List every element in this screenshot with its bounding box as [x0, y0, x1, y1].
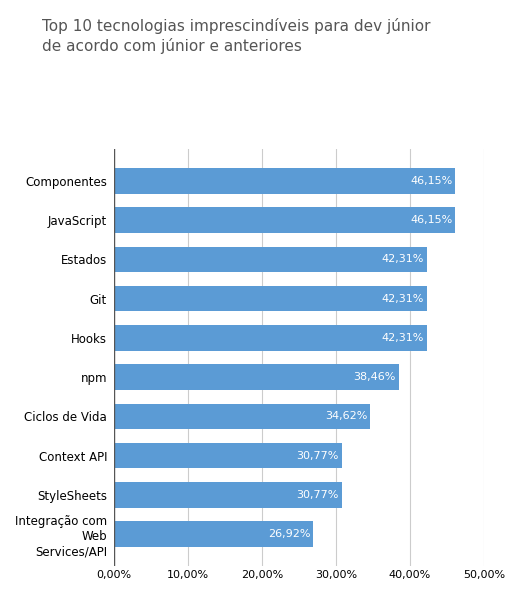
Bar — [114, 403, 370, 429]
Text: 42,31%: 42,31% — [382, 294, 424, 303]
Text: 26,92%: 26,92% — [268, 529, 310, 539]
Text: 42,31%: 42,31% — [382, 333, 424, 343]
Bar — [114, 247, 427, 272]
Bar — [114, 482, 342, 508]
Bar — [114, 208, 456, 233]
Bar — [114, 168, 456, 193]
Text: 46,15%: 46,15% — [410, 215, 452, 225]
Bar — [114, 325, 427, 350]
Bar — [114, 521, 313, 547]
Text: 46,15%: 46,15% — [410, 176, 452, 186]
Text: 38,46%: 38,46% — [353, 372, 396, 382]
Text: 30,77%: 30,77% — [296, 490, 339, 500]
Bar — [114, 364, 398, 390]
Text: 34,62%: 34,62% — [325, 411, 367, 421]
Bar — [114, 443, 342, 468]
Text: 30,77%: 30,77% — [296, 450, 339, 461]
Bar — [114, 286, 427, 311]
Text: 42,31%: 42,31% — [382, 255, 424, 264]
Text: Top 10 tecnologias imprescindíveis para dev júnior
de acordo com júnior e anteri: Top 10 tecnologias imprescindíveis para … — [42, 18, 430, 54]
